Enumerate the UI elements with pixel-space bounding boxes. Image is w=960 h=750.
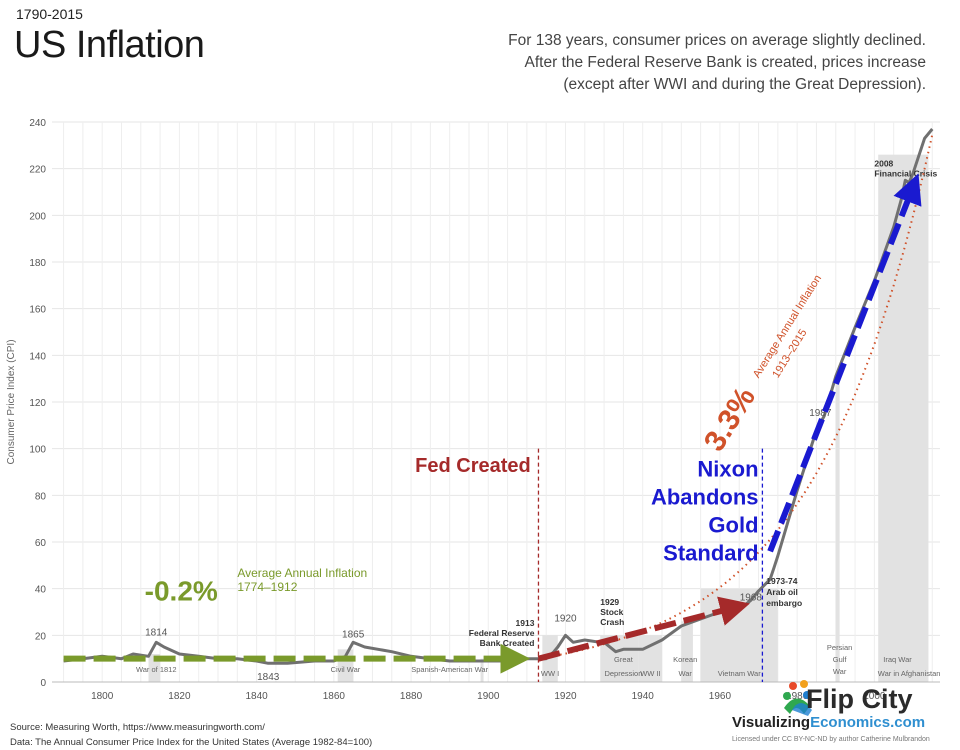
event-label: Spanish-American War [411, 665, 488, 674]
y-tick-label: 200 [29, 211, 46, 222]
brand-site-prefix: Visualizing [732, 714, 811, 731]
y-tick-label: 40 [35, 585, 47, 596]
brand-name: Flip City [806, 684, 913, 714]
event-label: War of 1812 [136, 665, 177, 674]
x-tick-label: 1880 [400, 691, 423, 702]
event-label: Vietnam War [718, 669, 761, 678]
event-label: War in Afghanistan [878, 669, 941, 678]
subtitle-line: (except after WWI and during the Great D… [563, 76, 926, 93]
event-label: War [833, 667, 847, 676]
annotation-label: 1814 [145, 627, 168, 638]
event-band [835, 371, 840, 682]
post-fed-rate: 3.3% [698, 382, 762, 457]
annotation-label: 2008 [874, 158, 893, 168]
event-label: Great [614, 655, 634, 664]
y-tick-label: 140 [29, 351, 46, 362]
event-band [681, 621, 693, 682]
pre-fed-range: 1774–1912 [237, 580, 297, 594]
event-label: Iraq War [883, 655, 912, 664]
chart-subtitle: For 138 years, consumer prices on averag… [366, 30, 926, 96]
red-trend-arrow [537, 596, 750, 662]
subtitle-line: For 138 years, consumer prices on averag… [508, 32, 926, 49]
event-label: Persian [827, 643, 852, 652]
event-label: Civil War [331, 665, 361, 674]
source-line: Source: Measuring Worth, https://www.mea… [10, 722, 265, 733]
chart-title: US Inflation [14, 24, 205, 66]
y-tick-label: 60 [35, 538, 47, 549]
x-tick-label: 1800 [91, 691, 114, 702]
event-label: War [678, 669, 692, 678]
pre-fed-rate: -0.2% [145, 575, 218, 606]
y-tick-label: 20 [35, 631, 47, 642]
event-label: WW I [541, 669, 559, 678]
event-band [878, 154, 929, 682]
annotation-label: Crash [600, 617, 624, 627]
annotation-label: Bank Created [480, 638, 535, 648]
nixon-label: Gold [708, 513, 758, 538]
x-tick-label: 1840 [246, 691, 269, 702]
y-tick-label: 180 [29, 258, 46, 269]
x-tick-label: 1920 [554, 691, 577, 702]
annotation-label: Federal Reserve [469, 628, 535, 638]
nixon-label: Standard [663, 541, 758, 566]
blue-trend-arrow [767, 173, 922, 553]
subtitle-line: After the Federal Reserve Bank is create… [524, 54, 926, 71]
x-tick-label: 1820 [168, 691, 191, 702]
x-tick-label: 1860 [323, 691, 346, 702]
event-label: WW II [640, 669, 660, 678]
annotation-label: 1929 [600, 597, 619, 607]
annotation-label: embargo [766, 598, 802, 608]
event-label: Korean [673, 655, 697, 664]
x-tick-label: 1960 [709, 691, 732, 702]
event-label: Depression [604, 669, 642, 678]
x-tick-label: 1900 [477, 691, 500, 702]
nixon-label: Nixon [697, 457, 758, 482]
annotation-label: Financial Crisis [874, 168, 937, 178]
annotation-label: 1865 [342, 630, 365, 641]
annotation-label: 1987 [809, 408, 832, 419]
y-tick-label: 240 [29, 118, 46, 129]
brand-site: VisualizingEconomics.com [732, 714, 925, 731]
annotation-label: 1973-74 [766, 576, 797, 586]
x-tick-label: 2000 [863, 691, 886, 702]
data-line: Data: The Annual Consumer Price Index fo… [10, 737, 373, 748]
event-label: Gulf [833, 655, 848, 664]
y-tick-label: 220 [29, 165, 46, 176]
x-tick-label: 1980 [786, 691, 809, 702]
annotation-label: Arab oil [766, 587, 798, 597]
annotation-label: 1843 [257, 672, 280, 683]
pre-fed-label: Average Annual Inflation [237, 566, 367, 580]
annotation-label: 1913 [516, 618, 535, 628]
y-tick-label: 0 [40, 678, 46, 689]
annotation-label: 1920 [554, 613, 577, 624]
annotation-label: 1968 [740, 592, 763, 603]
fed-created-label: Fed Created [415, 455, 531, 477]
y-tick-label: 80 [35, 491, 47, 502]
event-band [480, 658, 484, 682]
y-tick-label: 160 [29, 305, 46, 316]
brand-license: Licensed under CC BY-NC-ND by author Cat… [732, 736, 930, 743]
y-axis-label: Consumer Price Index (CPI) [6, 339, 17, 464]
nixon-label: Abandons [651, 485, 759, 510]
x-tick-label: 1940 [632, 691, 655, 702]
chart-period: 1790-2015 [16, 6, 83, 22]
event-band [148, 654, 161, 682]
source-note: Source: Measuring Worth, https://www.mea… [10, 720, 372, 750]
y-tick-label: 100 [29, 445, 46, 456]
y-tick-label: 120 [29, 398, 46, 409]
annotation-label: Stock [600, 607, 623, 617]
brand-site-suffix: Economics.com [810, 714, 926, 731]
